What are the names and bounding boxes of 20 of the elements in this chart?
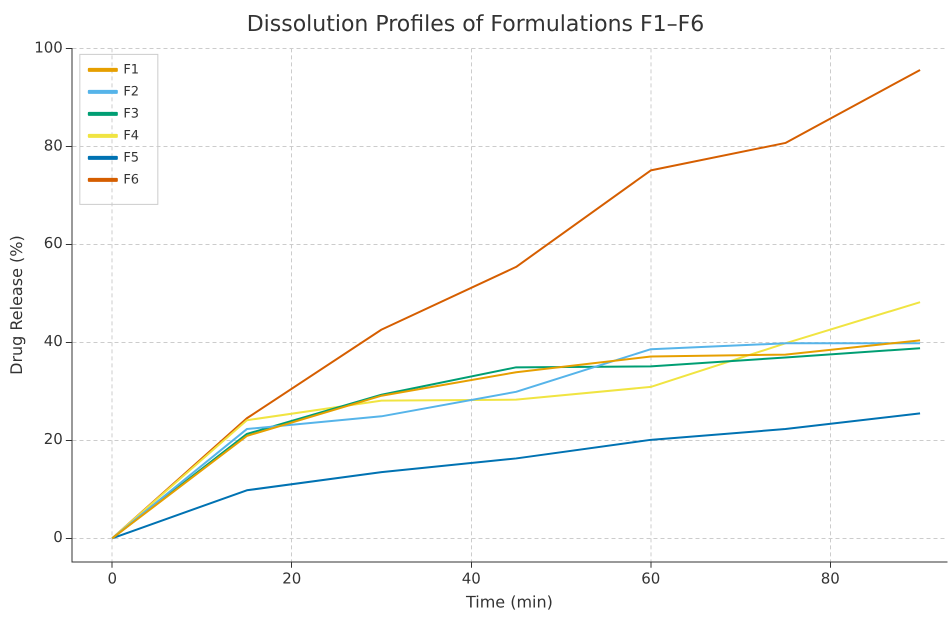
x-tick-label: 0	[107, 570, 117, 588]
y-tick-label: 40	[44, 332, 63, 350]
chart-title: Dissolution Profiles of Formulations F1–F6	[246, 12, 704, 37]
y-axis-title: Drug Release (%)	[6, 235, 26, 375]
x-tick-label: 20	[282, 570, 302, 588]
legend-label: F2	[123, 84, 140, 100]
x-tick-label: 40	[462, 570, 481, 588]
legend-label: F1	[123, 62, 140, 78]
y-tick-label: 0	[53, 528, 63, 546]
legend-label: F6	[123, 172, 140, 188]
legend-label: F5	[123, 150, 140, 166]
x-tick-label: 80	[820, 570, 840, 588]
x-axis-title: Time (min)	[464, 592, 553, 612]
legend-label: F3	[123, 106, 140, 122]
x-tick-label: 60	[641, 570, 660, 588]
y-tick-label: 20	[44, 430, 63, 448]
y-tick-label: 80	[44, 136, 63, 154]
y-tick-label: 60	[44, 234, 63, 252]
y-tick-label: 100	[34, 38, 63, 56]
legend-label: F4	[123, 128, 140, 144]
